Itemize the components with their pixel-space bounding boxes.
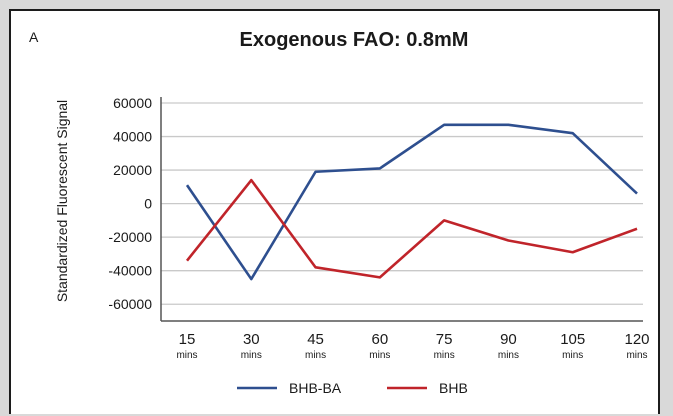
- y-tick-label: 60000: [113, 95, 152, 111]
- y-axis-label: Standardized Fluorescent Signal: [54, 100, 70, 302]
- x-tick-label: 60: [372, 331, 389, 348]
- series-line-bhb-ba: [185, 123, 638, 281]
- x-tick-unit: mins: [434, 350, 455, 361]
- figure-frame: A Exogenous FAO: 0.8mM Standardized Fluo…: [9, 9, 660, 414]
- series-lines: [185, 123, 638, 281]
- line-chart: A Exogenous FAO: 0.8mM Standardized Fluo…: [29, 29, 650, 396]
- x-tick-unit: mins: [305, 350, 326, 361]
- x-tick-label: 75: [436, 331, 453, 348]
- x-tick-unit: mins: [176, 350, 197, 361]
- x-tick-label: 105: [560, 331, 585, 348]
- x-tick-label: 30: [243, 331, 260, 348]
- panel-label: A: [29, 29, 39, 45]
- chart-title: Exogenous FAO: 0.8mM: [240, 29, 469, 51]
- x-tick-label: 120: [624, 331, 649, 348]
- y-tick-label: -60000: [108, 296, 152, 312]
- y-tick-label: 20000: [113, 162, 152, 178]
- y-tick-labels: 60000 40000 20000 0 -20000 -40000 -60000: [108, 95, 152, 312]
- legend-label: BHB: [439, 380, 468, 396]
- x-tick-label: 45: [307, 331, 324, 348]
- legend-label: BHB-BA: [289, 380, 342, 396]
- x-tick-unit: mins: [241, 350, 262, 361]
- y-tick-label: -40000: [108, 263, 152, 279]
- gridlines: [161, 102, 643, 305]
- x-tick-unit: mins: [498, 350, 519, 361]
- y-tick-label: 40000: [113, 129, 152, 145]
- x-tick-unit: mins: [626, 350, 647, 361]
- x-tick-labels: 15 mins 30 mins 45 mins 60 mins 75 mins 90 mins 105 m…: [176, 331, 649, 361]
- x-tick-label: 15: [179, 331, 196, 348]
- y-tick-label: 0: [144, 196, 152, 212]
- x-tick-unit: mins: [562, 350, 583, 361]
- y-tick-label: -20000: [108, 229, 152, 245]
- x-tick-unit: mins: [369, 350, 390, 361]
- legend: BHB-BA BHB: [237, 380, 468, 396]
- series-line-bhb: [185, 178, 638, 279]
- x-tick-label: 90: [500, 331, 517, 348]
